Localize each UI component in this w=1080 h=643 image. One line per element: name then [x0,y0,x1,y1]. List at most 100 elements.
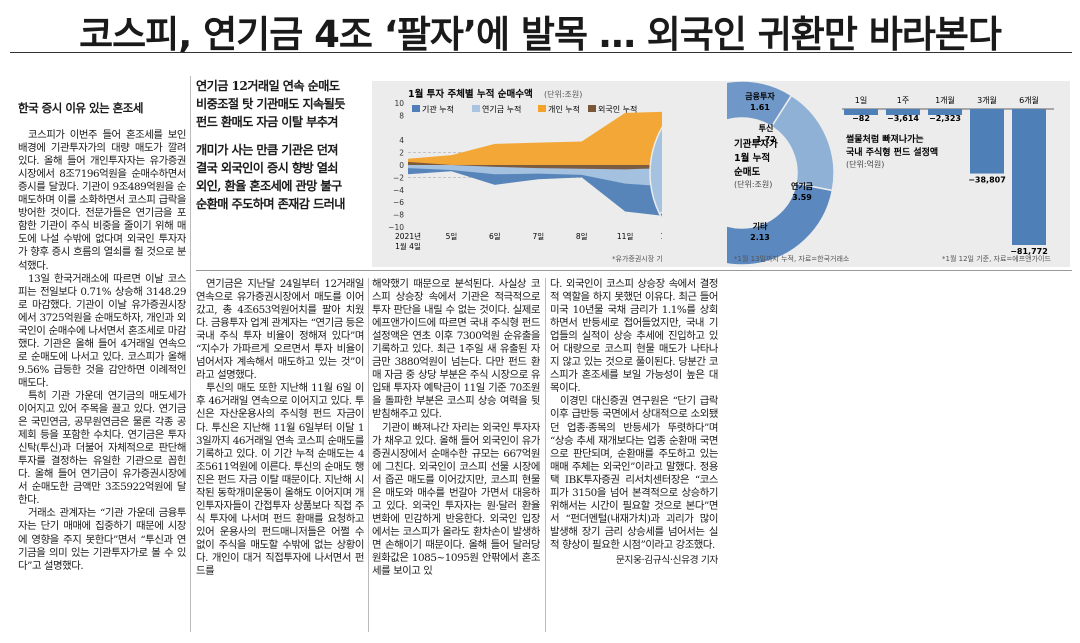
fund-category-label: 3개월 [977,95,997,105]
pie-unit: (단위:조원) [734,179,772,189]
pie-clip [662,81,727,267]
pie-slice-value: 3.59 [792,193,812,202]
column-divider [368,278,369,632]
fund-value-label: −38,807 [968,176,1006,185]
fund-bar-chart: 1일 −82 1주 −3,614 1개월 −2,323 3개월 −38,807 6개월 −81,7… [842,95,1054,256]
fund-category-label: 1주 [897,96,909,105]
paragraph: 해약했기 때문으로 분석된다. 사실상 코스피 상승장 속에서 기관은 적극적으… [372,278,540,421]
y-tick-label: −6 [393,198,404,207]
fund-chart-title-2: 국내 주식형 펀드 설정액 [846,146,938,158]
pie-slice-value: 1.61 [750,103,770,112]
y-tick-label: −8 [393,211,404,220]
legend-swatch [472,105,480,112]
fund-value-label: −3,614 [887,114,919,123]
pie-note: *1월 13일까지 누적, 자료=한국거래소 [734,254,850,263]
series-area-indiv [408,111,712,165]
y-tick-label: 2 [399,149,404,158]
pie-slice-label: 금융투자 [745,91,775,101]
pie-clip [838,81,846,267]
fund-bar [928,109,962,115]
article-column-2: 연기금은 지난달 24일부터 12거래일 연속으로 유가증권시장에서 매도를 이… [196,278,364,630]
legend-label: 연기금 누적 [482,104,521,114]
legend-label: 기관 누적 [422,104,454,114]
fund-value-label: −82 [852,114,870,123]
y-tick-label: −4 [393,186,404,195]
paragraph: 다. 외국인이 코스피 상승장 속에서 결정적 역할을 하지 못했던 이유다. … [550,278,718,395]
y-tick-label: −10 [388,223,404,232]
paragraph: 거래소 관계자는 “기관 가운데 금융투자는 단기 매매에 집중하기 때문에 시… [18,507,186,572]
deck-line: 외인, 환율 혼조세에 관망 불구 [196,179,342,193]
y-tick-label: −2 [393,173,404,182]
deck-line: 연기금 12거래일 연속 순매도 [196,79,340,93]
deck-line: 순환매 주도하며 존재감 드러내 [196,197,346,211]
pie-center-line-2: 1월 누적 [734,152,770,164]
paragraph: 투신의 매도 또한 지난해 11월 6일 이후 46거래일 연속으로 이어지고 … [196,382,364,578]
headline-rule [10,52,1072,53]
fund-bar [886,109,920,116]
main-chart-title: 1월 투자 주체별 누적 순매수액 [408,88,533,100]
graphic-bottom-rule [196,270,1072,271]
article-column-3: 해약했기 때문으로 분석된다. 사실상 코스피 상승장 속에서 기관은 적극적으… [372,278,540,630]
x-tick-label: 7일 [532,232,544,241]
pie-center-line-3: 순매도 [734,166,760,178]
fund-chart-title-1: 썰물처럼 빠져나가는 [846,133,924,145]
paragraph: 이경민 대신증권 연구원은 “단기 급락 이후 급반등 국면에서 상대적으로 소… [550,395,718,551]
y-tick-label: 0 [399,161,404,170]
pie-slice-label: 기타 [753,221,768,231]
x-tick-label: 2021년 [395,231,421,241]
x-tick-label: 1월 4일 [395,241,421,251]
x-tick-label: 8일 [576,232,588,241]
article-column-1: 한국 증시 이유 있는 혼조세 코스피가 이번주 들어 혼조세를 보인 배경에 … [18,102,186,632]
pie-center-line-1: 기관투자가 [734,138,778,150]
x-tick-label: 5일 [446,232,458,241]
pie-chart: 금융투자 1.61 투신 1.72 연기금 3.59 기타 2.13 [649,80,846,267]
x-tick-label: 11일 [617,232,634,241]
infographic: 1월 투자 주체별 누적 순매수액 (단위:조원) 기관 누적 연기금 누적 개인 … [372,80,1070,267]
series-area-pension [408,165,712,188]
legend-label: 외국인 누적 [598,104,637,114]
legend-swatch [412,105,420,112]
fund-category-label: 1개월 [935,95,955,105]
fund-bar [1012,109,1046,245]
x-tick-label: 6일 [489,232,501,241]
paragraph: 기관이 빠져나간 자리는 외국인 투자자가 채우고 있다. 올해 들어 외국인이… [372,421,540,578]
paragraph: 연기금은 지난달 24일부터 12거래일 연속으로 유가증권시장에서 매도를 이… [196,278,364,382]
pie-slice-label: 투신 [759,123,774,133]
y-tick-label: 8 [399,111,404,120]
deck-line: 결국 외국인이 증시 향방 열쇠 [196,161,339,175]
deck-line: 비중조절 탓 기관매도 지속될듯 [196,97,346,111]
deck-summary: 연기금 12거래일 연속 순매도 비중조절 탓 기관매도 지속될듯 펀드 환매도… [196,77,366,213]
fund-value-label: −81,772 [1010,247,1048,256]
fund-chart-unit: (단위:억원) [846,159,884,169]
column-divider [190,76,191,632]
fund-value-label: −2,323 [929,114,961,123]
infographic-svg: 1월 투자 주체별 누적 순매수액 (단위:조원) 기관 누적 연기금 누적 개인 … [388,80,1054,267]
main-chart-unit: (단위:조원) [544,89,582,99]
subhead: 한국 증시 이유 있는 혼조세 [18,102,143,115]
fund-category-label: 1일 [855,96,867,105]
legend-swatch [588,105,596,112]
byline: 문지웅·김규식·신유경 기자 [615,554,718,566]
paragraph: 코스피가 이번주 들어 혼조세를 보인 배경에 기관투자가의 대량 매도가 깔려… [18,129,186,272]
fund-bar [970,109,1004,174]
legend-label: 개인 누적 [548,104,580,114]
column-divider [545,278,546,632]
legend-swatch [538,105,546,112]
pie-slice-value: 2.13 [750,233,770,242]
deck-line: 개미가 사는 만큼 기관은 던져 [196,143,339,157]
deck-line: 펀드 환매도 자금 이탈 부추겨 [196,115,339,129]
paragraph: 13일 한국거래소에 따르면 이날 코스피는 전일보다 0.71% 상승해 31… [18,272,186,389]
paragraph: 특히 기관 가운데 연기금의 매도세가 이어지고 있어 주목을 끌고 있다. 연… [18,389,186,507]
headline: 코스피, 연기금 4조 ‘팔자’에 발목 … 외국인 귀환만 바라본다 [79,13,1002,56]
article-column-4: 다. 외국인이 코스피 상승장 속에서 결정적 역할을 하지 못했던 이유다. … [550,278,718,630]
main-chart-legend: 기관 누적 연기금 누적 개인 누적 외국인 누적 [412,104,637,114]
fund-chart-note: *1월 12일 기준, 자료=에프앤가이드 [942,254,1051,263]
fund-category-label: 6개월 [1019,95,1039,105]
y-tick-label: 4 [399,136,404,145]
y-tick-label: 10 [394,99,404,108]
pie-slice-value: 1.72 [756,135,776,144]
fund-bar [844,109,878,115]
series-area-foreign [408,161,712,170]
pie-slice-label: 연기금 [791,181,814,191]
